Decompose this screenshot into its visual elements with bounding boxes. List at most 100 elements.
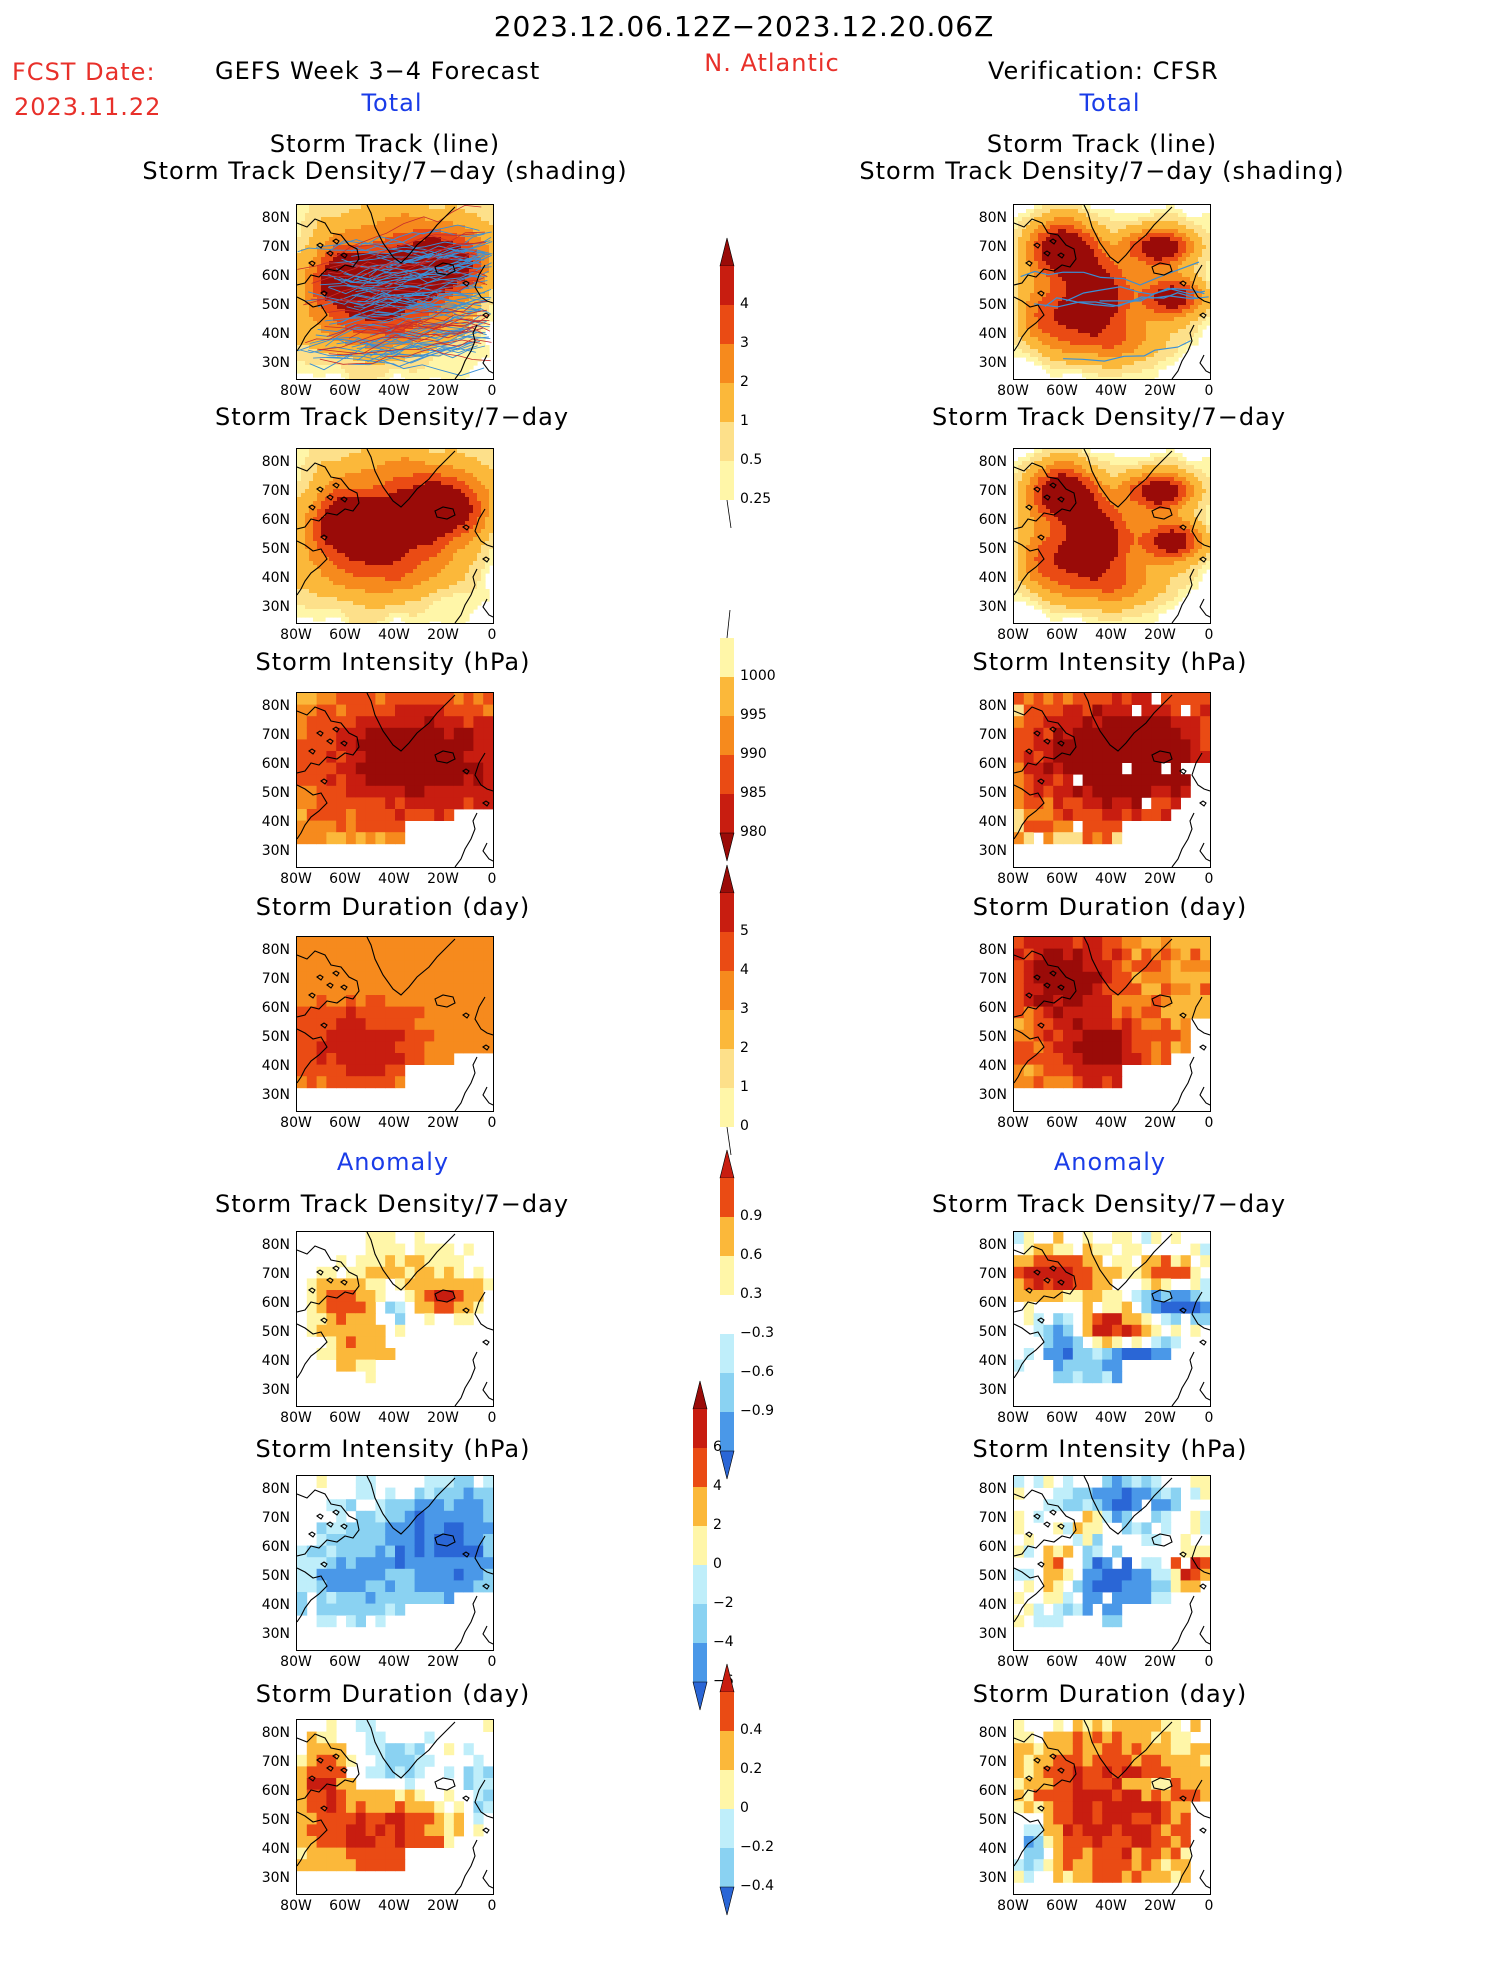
lon-tick-label: 40W xyxy=(378,1115,410,1131)
lat-tick-label: 70N xyxy=(261,970,290,987)
lon-tick-label: 60W xyxy=(329,1410,361,1426)
storm-tracks xyxy=(1020,261,1209,362)
lon-tick-label: 40W xyxy=(378,1410,410,1426)
lat-tick-label: 70N xyxy=(261,726,290,743)
colorbar-intensity-anom xyxy=(685,1379,745,1756)
total-label-left: Total xyxy=(361,89,423,117)
colorbar-label: 4 xyxy=(740,296,749,312)
lat-tick-label: 70N xyxy=(261,238,290,255)
lat-tick-label: 40N xyxy=(261,1352,290,1369)
grid-cells xyxy=(297,693,493,845)
observed-density-panel xyxy=(1013,448,1211,624)
grid-cells xyxy=(297,1720,493,1872)
lat-tick-label: 60N xyxy=(978,999,1007,1016)
lat-tick-label: 60N xyxy=(978,1538,1007,1555)
lon-tick-label: 80W xyxy=(997,1410,1029,1426)
panel-title-obs-duration: Storm Duration (day) xyxy=(972,893,1248,921)
lat-tick-label: 50N xyxy=(261,1028,290,1045)
lat-tick-label: 70N xyxy=(978,1509,1007,1526)
lon-tick-label: 0 xyxy=(487,1410,497,1426)
forecast-anomaly-density-panel xyxy=(296,1231,494,1407)
observed-anomaly-duration-panel xyxy=(1013,1719,1211,1895)
colorbar-intensity-total xyxy=(712,608,772,907)
grid-cells xyxy=(297,937,493,1089)
lon-tick-label: 20W xyxy=(1144,383,1176,399)
verification-title: Verification: CFSR xyxy=(988,57,1219,85)
forecast-duration-panel xyxy=(296,936,494,1112)
lon-tick-label: 40W xyxy=(378,871,410,887)
lon-tick-label: 20W xyxy=(427,1898,459,1914)
lat-tick-label: 50N xyxy=(978,784,1007,801)
lon-tick-label: 60W xyxy=(1046,1898,1078,1914)
lat-tick-label: 40N xyxy=(978,1596,1007,1613)
colorbar-label: 1 xyxy=(740,413,749,429)
colorbar-label: 995 xyxy=(740,707,767,723)
lat-tick-label: 30N xyxy=(261,354,290,371)
colorbar-label: −0.3 xyxy=(740,1325,774,1341)
panel-title-fc-anom-intensity: Storm Intensity (hPa) xyxy=(255,1435,531,1463)
lat-tick-label: 70N xyxy=(978,970,1007,987)
lat-tick-label: 80N xyxy=(978,1724,1007,1741)
lon-tick-label: 80W xyxy=(280,627,312,643)
panel-title-obs-track: Storm Track (line) Storm Track Density/7−… xyxy=(859,130,1345,185)
lat-tick-label: 40N xyxy=(978,1840,1007,1857)
lat-tick-label: 70N xyxy=(261,1509,290,1526)
lon-tick-label: 0 xyxy=(487,383,497,399)
panel-title-fc-density: Storm Track Density/7−day xyxy=(214,403,570,431)
lat-tick-label: 30N xyxy=(978,1869,1007,1886)
lon-tick-label: 60W xyxy=(329,871,361,887)
lat-tick-label: 80N xyxy=(978,1480,1007,1497)
lon-tick-label: 0 xyxy=(1204,627,1214,643)
lon-tick-label: 80W xyxy=(997,1898,1029,1914)
forecast-anomaly-intensity-panel xyxy=(296,1475,494,1651)
lon-tick-label: 20W xyxy=(427,1115,459,1131)
lat-tick-label: 30N xyxy=(261,1625,290,1642)
lon-tick-label: 20W xyxy=(427,871,459,887)
lat-tick-label: 40N xyxy=(261,1840,290,1857)
lat-tick-label: 80N xyxy=(978,941,1007,958)
lon-tick-label: 40W xyxy=(1095,1115,1127,1131)
lon-tick-label: 80W xyxy=(280,1654,312,1670)
colorbar-label: 0.6 xyxy=(740,1247,763,1263)
observed-intensity-panel xyxy=(1013,692,1211,868)
lon-tick-label: 0 xyxy=(487,1654,497,1670)
lat-tick-label: 80N xyxy=(978,1236,1007,1253)
lat-tick-label: 40N xyxy=(261,325,290,342)
grid-cells xyxy=(1014,937,1210,1089)
lon-tick-label: 80W xyxy=(280,1898,312,1914)
colorbar-label: 0.3 xyxy=(740,1286,763,1302)
panel-title-obs-intensity: Storm Intensity (hPa) xyxy=(972,648,1248,676)
lon-tick-label: 0 xyxy=(1204,1898,1214,1914)
lat-tick-label: 50N xyxy=(261,540,290,557)
lat-tick-label: 50N xyxy=(978,1567,1007,1584)
colorbar-label: 0 xyxy=(713,1556,722,1572)
lon-tick-label: 40W xyxy=(1095,1410,1127,1426)
lat-tick-label: 30N xyxy=(978,1381,1007,1398)
lat-tick-label: 50N xyxy=(978,1811,1007,1828)
panel-title-fc-intensity: Storm Intensity (hPa) xyxy=(255,648,531,676)
lat-tick-label: 80N xyxy=(261,1724,290,1741)
colorbar-label: 6 xyxy=(713,1439,722,1455)
lon-tick-label: 60W xyxy=(1046,1410,1078,1426)
lon-tick-label: 0 xyxy=(487,627,497,643)
lon-tick-label: 0 xyxy=(1204,1654,1214,1670)
colorbar-label: 990 xyxy=(740,746,767,762)
lon-tick-label: 20W xyxy=(1144,1654,1176,1670)
lat-tick-label: 40N xyxy=(978,325,1007,342)
lat-tick-label: 30N xyxy=(261,1381,290,1398)
colorbar-duration-total xyxy=(712,863,772,1201)
lon-tick-label: 0 xyxy=(487,871,497,887)
lon-tick-label: 80W xyxy=(280,1410,312,1426)
lon-tick-label: 40W xyxy=(378,1898,410,1914)
lon-tick-label: 40W xyxy=(1095,1898,1127,1914)
observed-track-density-panel xyxy=(1013,204,1211,380)
lon-tick-label: 80W xyxy=(997,383,1029,399)
lon-tick-label: 40W xyxy=(1095,871,1127,887)
lon-tick-label: 40W xyxy=(1095,383,1127,399)
lon-tick-label: 0 xyxy=(487,1898,497,1914)
lat-tick-label: 50N xyxy=(261,1323,290,1340)
lon-tick-label: 60W xyxy=(1046,1115,1078,1131)
lon-tick-label: 20W xyxy=(427,1410,459,1426)
colorbar-label: 0.2 xyxy=(740,1761,763,1777)
forecast-intensity-panel xyxy=(296,692,494,868)
